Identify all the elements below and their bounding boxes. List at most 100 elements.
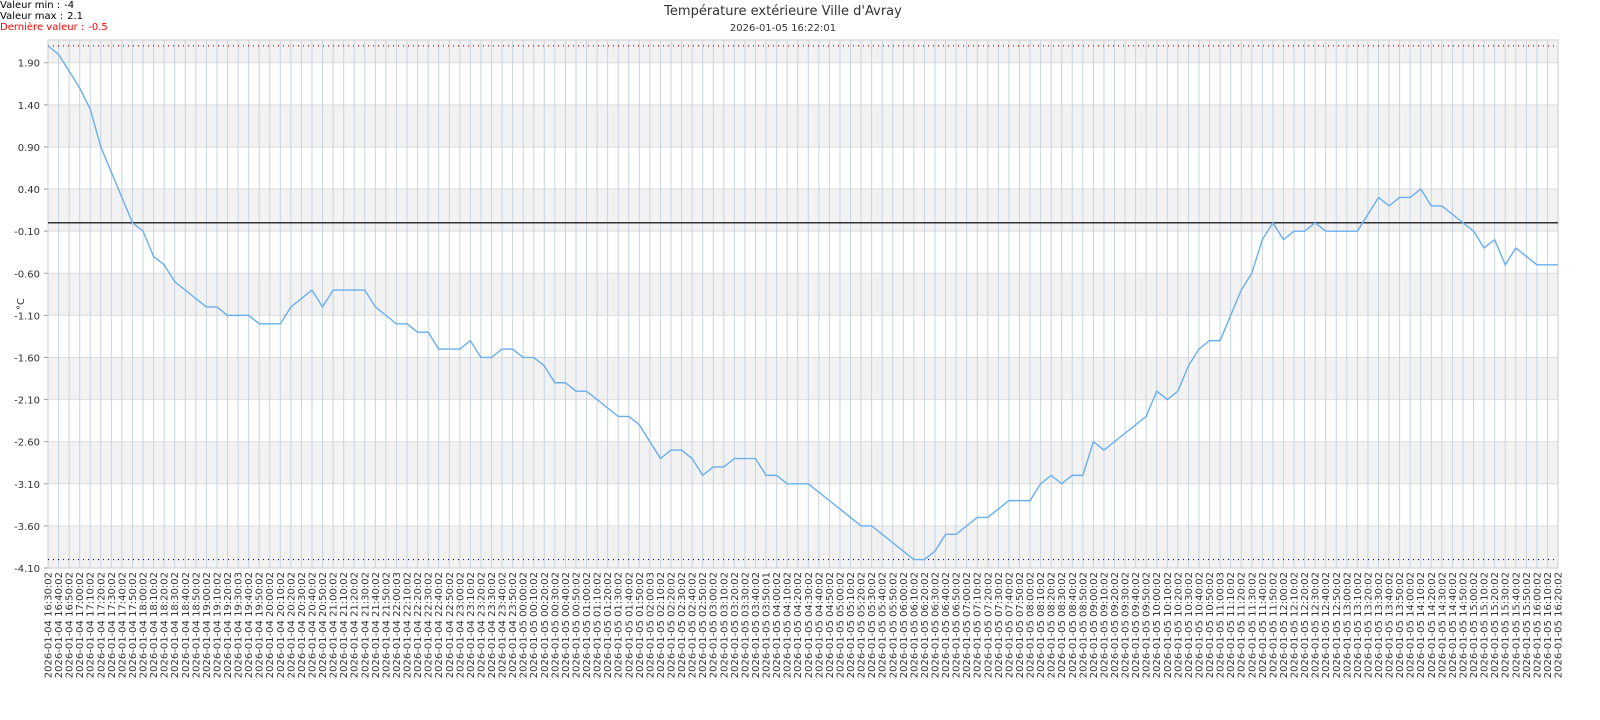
grid-band [48,441,1558,484]
x-tick-label: 2026-01-04 17:20:02 [96,572,107,678]
x-tick-label: 2026-01-05 16:10:02 [1543,572,1554,678]
x-tick-label: 2026-01-04 21:50:02 [381,572,392,678]
x-tick-label: 2026-01-05 00:10:02 [529,572,540,678]
x-tick-label: 2026-01-05 11:20:02 [1237,572,1248,678]
x-tick-label: 2026-01-04 19:10:02 [212,572,223,678]
x-tick-label: 2026-01-05 07:10:02 [973,572,984,678]
y-axis-label: °C [16,298,27,310]
x-tick-label: 2026-01-04 20:10:02 [276,572,287,678]
x-tick-label: 2026-01-05 15:10:02 [1480,572,1491,678]
plot-frame [47,39,1559,569]
x-tick-label: 2026-01-05 11:00:03 [1216,572,1227,678]
y-tick-label: 0.40 [18,185,40,196]
x-tick-label: 2026-01-05 04:40:02 [814,572,825,678]
x-tick-label: 2026-01-04 20:00:02 [265,572,276,678]
grid-band [48,273,1558,316]
x-tick-label: 2026-01-04 21:20:02 [350,572,361,678]
x-tick-label: 2026-01-05 06:10:02 [909,572,920,678]
x-tick-label: 2026-01-05 12:30:02 [1311,572,1322,678]
x-tick-label: 2026-01-05 13:40:02 [1385,572,1396,678]
x-tick-label: 2026-01-05 04:10:02 [783,572,794,678]
x-tick-label: 2026-01-05 01:20:02 [603,572,614,678]
x-tick-label: 2026-01-04 23:30:02 [487,572,498,678]
x-tick-label: 2026-01-05 05:50:02 [888,572,899,678]
chart-subtitle: 2026-01-05 16:22:01 [730,23,836,34]
x-tick-label: 2026-01-04 23:20:02 [476,572,487,678]
stat-value: -4 [64,0,74,11]
x-tick-label: 2026-01-05 10:30:02 [1184,572,1195,678]
x-tick-label: 2026-01-05 03:50:01 [762,572,773,678]
chart-title: Température extérieure Ville d'Avray [663,4,902,19]
x-tick-label: 2026-01-05 00:40:02 [561,572,572,678]
x-tick-label: 2026-01-04 22:30:02 [424,572,435,678]
x-tick-label: 2026-01-05 01:30:02 [614,572,625,678]
x-tick-label: 2026-01-05 08:50:02 [1078,572,1089,678]
x-tick-label: 2026-01-05 16:00:02 [1532,572,1543,678]
x-tick-label: 2026-01-05 00:50:02 [571,572,582,678]
x-tick-label: 2026-01-04 17:30:02 [107,572,118,678]
x-tick-label: 2026-01-04 17:40:02 [117,572,128,678]
stat-value: -0.5 [88,22,108,33]
x-tick-label: 2026-01-04 21:00:02 [329,572,340,678]
x-tick-label: 2026-01-05 02:40:02 [688,572,699,678]
x-tick-label: 2026-01-04 19:50:02 [255,572,266,678]
y-tick-label: -1.10 [14,311,40,322]
x-tick-label: 2026-01-04 23:10:02 [466,572,477,678]
x-tick-label: 2026-01-05 04:20:02 [793,572,804,678]
x-tick-label: 2026-01-04 17:10:02 [86,572,97,678]
x-tick-label: 2026-01-05 06:20:02 [920,572,931,678]
x-tick-label: 2026-01-05 15:50:02 [1522,572,1533,678]
x-tick-label: 2026-01-05 05:20:02 [857,572,868,678]
x-tick-label: 2026-01-04 22:50:02 [445,572,456,678]
x-tick-label: 2026-01-05 08:30:02 [1057,572,1068,678]
x-tick-label: 2026-01-04 21:10:02 [339,572,350,678]
x-tick-label: 2026-01-05 15:40:02 [1511,572,1522,678]
x-tick-label: 2026-01-04 21:40:02 [371,572,382,678]
x-tick-label: 2026-01-05 00:00:02 [519,572,530,678]
y-tick-label: -2.60 [14,438,40,449]
x-tick-label: 2026-01-04 17:00:02 [75,572,86,678]
x-tick-label: 2026-01-05 11:30:02 [1247,572,1258,678]
x-tick-label: 2026-01-05 03:20:02 [730,572,741,678]
y-tick-label: -3.60 [14,522,40,533]
x-tick-label: 2026-01-04 18:10:02 [149,572,160,678]
x-tick-label: 2026-01-05 05:30:02 [867,572,878,678]
x-tick-label: 2026-01-05 11:10:02 [1226,572,1237,678]
data-line [47,45,1558,561]
x-tick-label: 2026-01-05 04:50:02 [825,572,836,678]
x-tick-label: 2026-01-05 02:50:02 [698,572,709,678]
x-tick-label: 2026-01-05 07:00:02 [962,572,973,678]
x-tick-label: 2026-01-05 11:50:02 [1268,572,1279,678]
x-tick-label: 2026-01-05 07:50:02 [1015,572,1026,678]
x-tick-label: 2026-01-04 19:30:03 [234,572,245,678]
x-tick-label: 2026-01-05 03:00:02 [709,572,720,678]
x-tick-label: 2026-01-04 19:40:02 [244,572,255,678]
x-tick-label: 2026-01-05 03:10:02 [719,572,730,678]
x-tick-label: 2026-01-04 19:20:02 [223,572,234,678]
y-tick-label: -4.10 [14,564,40,575]
x-tick-label: 2026-01-05 14:50:02 [1458,572,1469,678]
x-tick-label: 2026-01-05 05:10:02 [846,572,857,678]
x-tick-label: 2026-01-05 06:50:02 [952,572,963,678]
x-tick-label: 2026-01-04 18:30:02 [170,572,181,678]
x-tick-label: 2026-01-05 07:20:02 [983,572,994,678]
y-tick-label: -2.10 [14,396,40,407]
y-tick-label: -0.60 [14,269,40,280]
x-tick-label: 2026-01-05 09:40:02 [1131,572,1142,678]
y-tick-label: 0.90 [18,143,40,154]
x-tick-label: 2026-01-05 14:00:02 [1406,572,1417,678]
x-tick-label: 2026-01-05 13:00:02 [1342,572,1353,678]
x-tick-label: 2026-01-04 23:50:02 [508,572,519,678]
x-tick-label: 2026-01-05 14:40:02 [1448,572,1459,678]
x-tick-label: 2026-01-05 07:40:02 [1004,572,1015,678]
stat-label: Valeur max : [0,11,63,22]
x-tick-label: 2026-01-04 16:30:02 [44,572,55,678]
x-tick-label: 2026-01-05 12:50:02 [1332,572,1343,678]
x-tick-label: 2026-01-04 20:40:02 [307,572,318,678]
stat-label: Valeur min : [0,0,60,11]
x-tick-label: 2026-01-05 04:30:02 [804,572,815,678]
y-tick-label: 1.90 [18,59,40,70]
grid-band [48,525,1558,568]
